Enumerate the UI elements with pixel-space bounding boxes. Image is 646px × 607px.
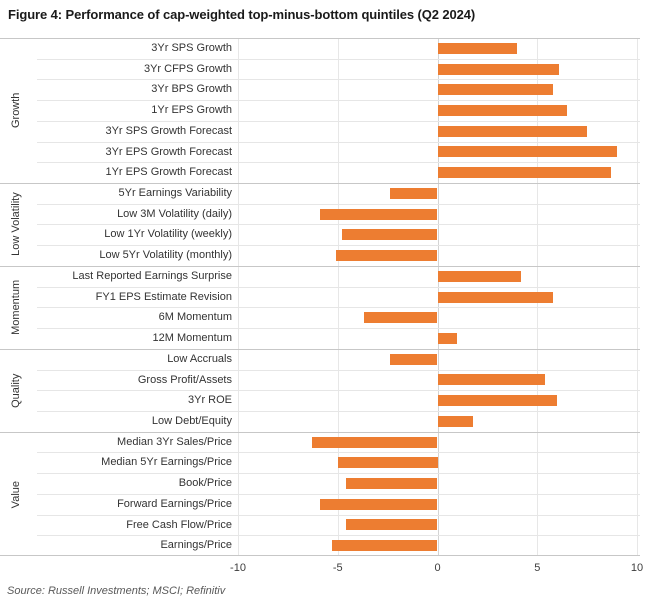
bar [319, 208, 438, 220]
group-separator [0, 348, 640, 350]
row-gridline [37, 162, 640, 164]
row-label: Low 3M Volatility (daily) [117, 207, 232, 220]
row-label: 3Yr SPS Growth Forecast [105, 124, 232, 137]
group-separator [0, 38, 640, 39]
bar [437, 167, 612, 179]
row-label: Last Reported Earnings Surprise [72, 269, 232, 282]
vertical-gridline [337, 38, 339, 556]
row-gridline [37, 141, 640, 143]
row-gridline [37, 390, 640, 392]
bar [437, 374, 546, 386]
bar [437, 415, 474, 427]
row-gridline [37, 224, 640, 226]
bar [437, 42, 518, 54]
row-gridline [37, 100, 640, 102]
row-gridline [37, 493, 640, 495]
row-gridline [37, 369, 640, 371]
row-label: Low 1Yr Volatility (weekly) [104, 228, 232, 241]
x-tick-label: 5 [534, 562, 541, 574]
bar [437, 332, 458, 344]
group-label: Value [10, 480, 22, 508]
bar [341, 229, 438, 241]
row-label: Low 5Yr Volatility (monthly) [99, 249, 232, 262]
group-separator [0, 183, 640, 185]
row-label: 6M Momentum [158, 311, 232, 324]
bar [311, 436, 438, 448]
row-gridline [37, 514, 640, 516]
row-label: 5Yr Earnings Variability [118, 187, 232, 200]
row-gridline [37, 452, 640, 454]
row-label: 3Yr EPS Growth Forecast [105, 145, 232, 158]
row-label: Earnings/Price [160, 539, 232, 552]
row-label: Low Debt/Equity [151, 414, 232, 427]
group-separator [0, 265, 640, 267]
vertical-gridline [637, 38, 638, 556]
row-label: 3Yr CFPS Growth [143, 62, 232, 75]
bar [331, 540, 438, 552]
group-separator [0, 431, 640, 433]
row-label: Median 3Yr Sales/Price [117, 435, 232, 448]
group-label: Quality [10, 373, 22, 408]
row-gridline [37, 286, 640, 288]
bar [437, 395, 558, 407]
row-gridline [37, 79, 640, 81]
bar [389, 187, 438, 199]
bar [437, 270, 522, 282]
row-gridline [37, 245, 640, 247]
bar [437, 84, 554, 96]
x-tick-label: 10 [630, 562, 644, 574]
row-label: 3Yr BPS Growth [151, 83, 232, 96]
row-gridline [37, 58, 640, 60]
chart-title: Figure 4: Performance of cap-weighted to… [8, 7, 476, 22]
row-gridline [37, 203, 640, 205]
row-gridline [37, 410, 640, 412]
row-gridline [37, 328, 640, 330]
group-label: Low Volatility [10, 192, 22, 257]
x-tick-label: 0 [434, 562, 441, 574]
row-label: Gross Profit/Assets [137, 373, 232, 386]
bar [437, 146, 618, 158]
row-label: Forward Earnings/Price [117, 497, 232, 510]
source-note: Source: Russell Investments; MSCI; Refin… [7, 585, 226, 597]
row-gridline [37, 473, 640, 475]
row-gridline [37, 307, 640, 309]
x-tick-label: -5 [332, 562, 343, 574]
bar [437, 291, 554, 303]
row-label: Low Accruals [167, 352, 232, 365]
bar [319, 498, 438, 510]
x-axis: -10 -5 0 5 10 [0, 560, 646, 576]
group-label: Momentum [10, 279, 22, 335]
bar [337, 457, 438, 469]
bar [389, 353, 438, 365]
row-gridline [37, 120, 640, 122]
row-label: 1Yr EPS Growth [151, 104, 232, 117]
row-label: 3Yr ROE [187, 394, 232, 407]
x-tick-label: -10 [230, 562, 246, 574]
bar [345, 477, 438, 489]
row-label: Median 5Yr Earnings/Price [101, 456, 232, 469]
row-label: Book/Price [178, 477, 232, 490]
row-label: Free Cash Flow/Price [126, 518, 232, 531]
row-label: 1Yr EPS Growth Forecast [105, 166, 232, 179]
group-label: Growth [10, 92, 22, 129]
bar [345, 519, 438, 531]
vertical-gridline [238, 38, 239, 556]
bar [363, 312, 438, 324]
row-label: 3Yr SPS Growth [151, 42, 232, 54]
row-label: 12M Momentum [152, 332, 232, 345]
bar [437, 63, 560, 75]
bar [437, 125, 588, 137]
plot-area: 3Yr SPS Growth 3Yr CFPS Growth 3Yr BPS Gro… [0, 38, 646, 556]
row-gridline [37, 535, 640, 537]
group-separator [0, 555, 640, 556]
bar [437, 105, 568, 117]
bar [335, 250, 438, 262]
row-label: FY1 EPS Estimate Revision [95, 290, 232, 303]
